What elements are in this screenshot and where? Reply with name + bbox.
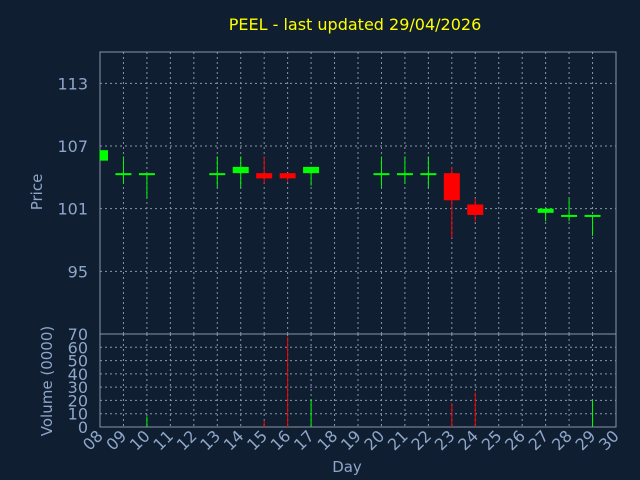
candle-body (537, 208, 554, 213)
x-axis: 0809101112131415161718192021222324252627… (79, 426, 623, 454)
candle-body (100, 150, 108, 161)
volume-plot-frame (99, 333, 617, 428)
price-tick-label: 95 (68, 262, 88, 281)
x-axis-label: Day (332, 458, 362, 476)
volume-tick-label: 30 (68, 378, 88, 397)
chart-title: PEEL - last updated 29/04/2026 (229, 15, 482, 34)
price-axis-label: Price (28, 174, 46, 211)
candle-body (232, 166, 249, 174)
candle-body (443, 173, 460, 201)
price-tick-label: 101 (57, 200, 88, 219)
candle-body (303, 166, 320, 174)
candle-body (115, 173, 132, 176)
price-panel: 95 101 107 113 (57, 51, 617, 335)
volume-tick-label: 40 (68, 365, 88, 384)
x-tick-label: 30 (595, 426, 623, 454)
volume-tick-label: 20 (68, 391, 88, 410)
volume-tick-label: 50 (68, 352, 88, 371)
price-tick-label: 107 (57, 137, 88, 156)
candle-body (420, 173, 437, 176)
candle-body (138, 173, 155, 176)
candle-body (209, 173, 226, 176)
volume-tick-label: 70 (68, 325, 88, 344)
candle-body (561, 214, 578, 217)
candle-body (279, 173, 296, 179)
candle-body (584, 214, 601, 217)
candle-body (373, 173, 390, 176)
candle-body (256, 173, 273, 179)
volume-tick-label: 0 (78, 418, 88, 437)
price-tick-label: 113 (57, 74, 88, 93)
volume-tick-label: 10 (68, 405, 88, 424)
volume-axis-label: Volume (0000) (38, 326, 56, 436)
candle-body (467, 204, 484, 215)
volume-tick-label: 60 (68, 338, 88, 357)
candle-body (396, 173, 413, 176)
